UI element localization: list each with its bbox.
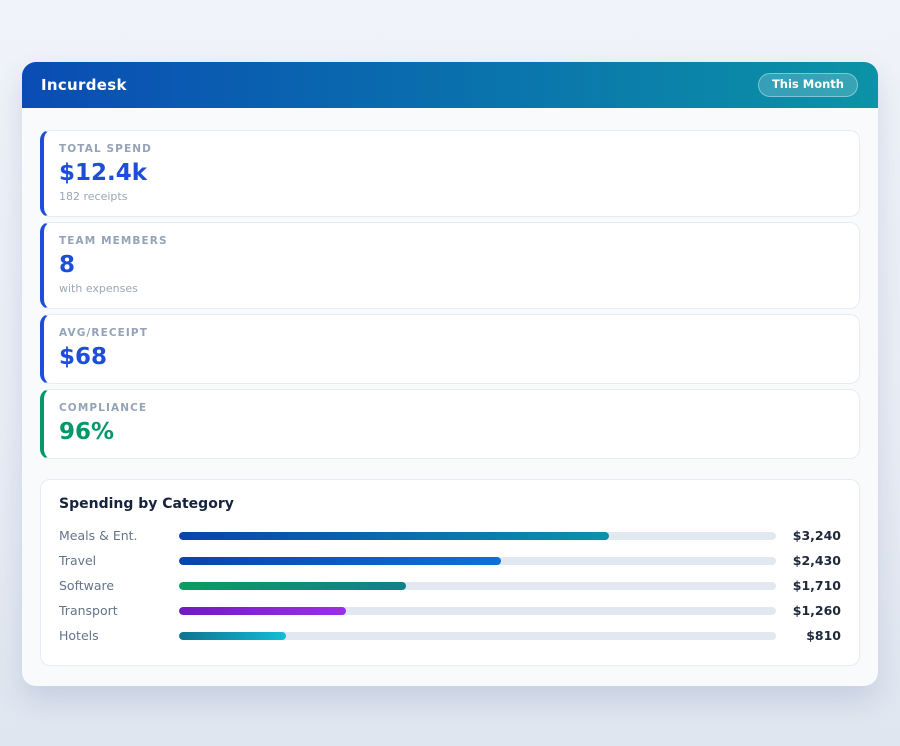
category-row-software: Software $1,710	[59, 573, 841, 598]
stat-value: $68	[59, 344, 108, 370]
category-label: Hotels	[59, 628, 99, 643]
period-badge[interactable]: This Month	[757, 73, 858, 97]
category-row-travel: Travel $2,430	[59, 548, 841, 573]
category-value: $810	[806, 628, 841, 643]
stats-section: TOTAL SPEND $12.4k 182 receipts TEAM MEM…	[22, 108, 878, 459]
category-value: $1,260	[792, 603, 841, 618]
spending-by-category-card: Spending by Category Meals & Ent. $3,240…	[40, 479, 860, 666]
stat-label: TOTAL SPEND	[59, 143, 152, 155]
stat-card-compliance: COMPLIANCE 96%	[40, 389, 860, 459]
category-value: $1,710	[792, 578, 841, 593]
app-header: Incurdesk This Month	[22, 62, 878, 108]
category-value: $3,240	[792, 528, 841, 543]
dashboard-panel: Incurdesk This Month TOTAL SPEND $12.4k …	[22, 62, 878, 686]
stat-card-total-spend: TOTAL SPEND $12.4k 182 receipts	[40, 130, 860, 217]
bar-track	[179, 531, 776, 540]
category-value: $2,430	[792, 553, 841, 568]
stat-label: COMPLIANCE	[59, 402, 148, 414]
stat-value: 8	[59, 252, 76, 278]
bar-fill	[179, 631, 287, 640]
bar-fill	[179, 581, 406, 590]
category-row-hotels: Hotels $810	[59, 623, 841, 648]
stat-subtext: 182 receipts	[59, 190, 128, 203]
chart-title: Spending by Category	[59, 496, 234, 512]
bar-track	[179, 606, 776, 615]
stat-value: $12.4k	[59, 160, 148, 186]
stat-value: 96%	[59, 419, 115, 445]
category-label: Travel	[59, 553, 97, 568]
bar-track	[179, 556, 776, 565]
category-label: Transport	[59, 603, 118, 618]
category-label: Meals & Ent.	[59, 528, 138, 543]
app-title: Incurdesk	[41, 76, 127, 94]
category-row-transport: Transport $1,260	[59, 598, 841, 623]
bar-fill	[179, 531, 609, 540]
bar-fill	[179, 606, 347, 615]
category-row-meals: Meals & Ent. $3,240	[59, 523, 841, 548]
bar-track	[179, 631, 776, 640]
bar-fill	[179, 556, 502, 565]
category-label: Software	[59, 578, 115, 593]
stat-card-avg-receipt: AVG/RECEIPT $68	[40, 314, 860, 384]
bar-track	[179, 581, 776, 590]
stat-subtext: with expenses	[59, 282, 138, 295]
stat-label: AVG/RECEIPT	[59, 327, 148, 339]
stat-card-team-members: TEAM MEMBERS 8 with expenses	[40, 222, 860, 309]
stat-label: TEAM MEMBERS	[59, 235, 168, 247]
